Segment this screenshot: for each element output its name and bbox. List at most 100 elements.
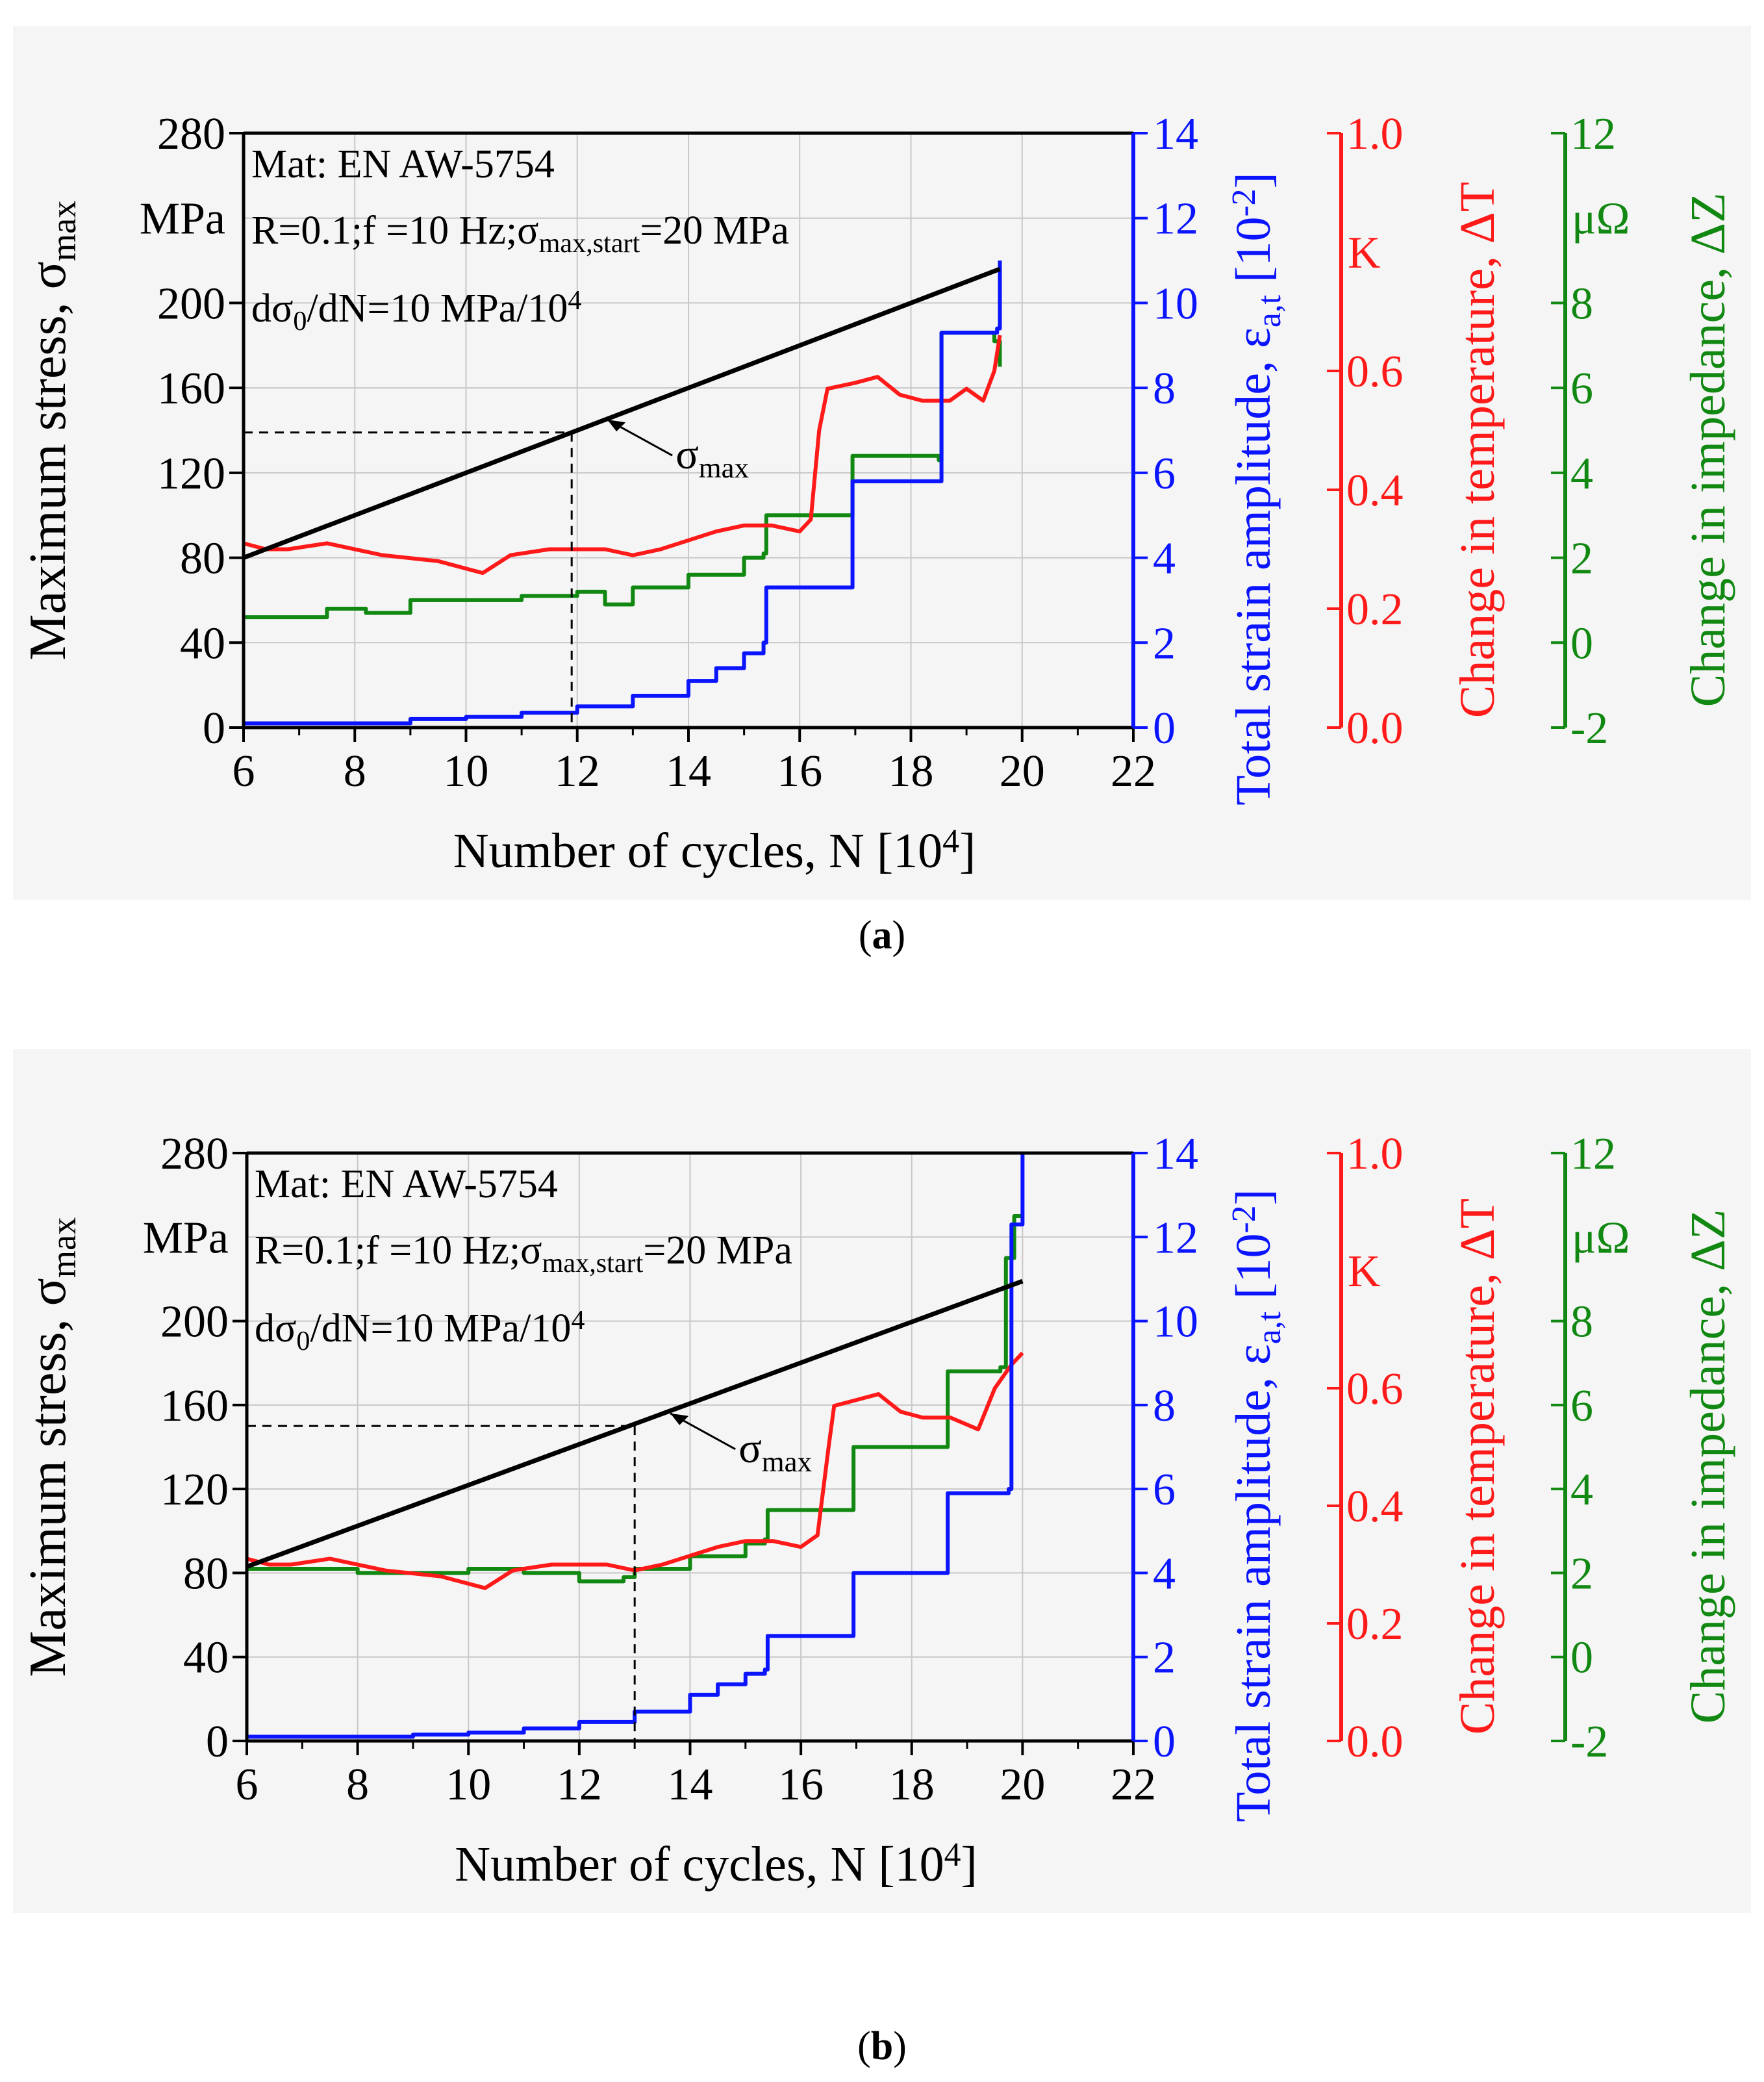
y-temp-tick-label: 0.2 — [1346, 1599, 1404, 1649]
y-strain-tick-label: 14 — [1153, 109, 1198, 159]
caption-a: (a) — [858, 913, 906, 958]
y-strain-tick-label: 8 — [1153, 1381, 1176, 1431]
x-tick-label: 22 — [1111, 746, 1156, 796]
x-axis-label: Number of cycles, N [104] — [455, 1836, 977, 1892]
chart-background — [13, 1049, 1751, 1913]
x-tick-label: 10 — [446, 1760, 491, 1810]
y-left-tick-label: 280 — [160, 1129, 229, 1179]
y-left-tick-label: 160 — [160, 1381, 229, 1431]
rate-label: dσ0/dN=10 MPa/104 — [251, 285, 581, 336]
y-left-axis-label: Maximum stress, σmax — [19, 1217, 83, 1677]
y-left-unit: MPa — [140, 194, 225, 244]
y-strain-tick-label: 0 — [1153, 1717, 1176, 1767]
y-imp-axis-label: Change in impedance, ΔZ — [1681, 193, 1735, 707]
series-line-temperature — [243, 335, 1002, 576]
y-imp-tick-label: 0 — [1570, 1633, 1593, 1683]
y-temp-tick-label: 0.6 — [1346, 347, 1404, 397]
sigma-arrowhead — [670, 1413, 689, 1425]
x-tick-label: 20 — [1000, 1760, 1045, 1810]
y-left-tick-label: 0 — [203, 704, 225, 754]
y-left-tick-label: 80 — [180, 534, 225, 584]
y-strain-tick-label: 8 — [1153, 364, 1176, 414]
x-axis-label: Number of cycles, N [104] — [453, 823, 976, 878]
conditions-label: R=0.1;f =10 Hz;σmax,start=20 MPa — [255, 1228, 792, 1278]
y-left-tick-label: 120 — [157, 449, 225, 499]
y-imp-tick-label: 4 — [1570, 449, 1593, 499]
x-tick-label: 16 — [778, 1760, 824, 1810]
y-imp-tick-label: 12 — [1570, 1129, 1616, 1179]
y-temp-tick-label: 0.0 — [1346, 704, 1404, 754]
y-imp-tick-label: 6 — [1570, 1381, 1593, 1431]
y-strain-tick-label: 6 — [1153, 449, 1176, 499]
y-temp-tick-label: 0.4 — [1346, 1482, 1404, 1532]
y-imp-unit: μΩ — [1572, 1213, 1630, 1263]
y-strain-tick-label: 12 — [1153, 1213, 1198, 1263]
chart-panel-a: σmax Mat: EN AW-5754 R=0.1;f =10 Hz;σmax,s… — [13, 26, 1751, 900]
sigma-max-label: σmax — [738, 1425, 812, 1478]
x-tick-label: 12 — [555, 746, 600, 796]
x-tick-label: 14 — [666, 746, 711, 796]
y-imp-tick-label: 8 — [1570, 1297, 1593, 1347]
x-tick-label: 10 — [444, 746, 489, 796]
y-strain-axis-label: Total strain amplitude, εa,t [10-2] — [1226, 172, 1288, 806]
y-temp-axis-label: Change in temperature, ΔT — [1450, 182, 1505, 718]
y-left-tick-label: 200 — [160, 1297, 229, 1347]
y-left-unit: MPa — [143, 1213, 229, 1263]
x-tick-label: 22 — [1111, 1760, 1156, 1810]
y-strain-tick-label: 12 — [1153, 194, 1198, 244]
y-left-tick-label: 200 — [157, 279, 225, 329]
y-strain-axis-label: Total strain amplitude, εa,t [10-2] — [1226, 1189, 1288, 1822]
y-temp-tick-label: 0.0 — [1346, 1717, 1404, 1767]
y-imp-tick-label: 8 — [1570, 279, 1593, 329]
y-imp-tick-label: 2 — [1570, 1549, 1593, 1599]
series-line-stress — [242, 266, 1001, 560]
y-temp-tick-label: 0.6 — [1346, 1364, 1404, 1414]
y-temp-tick-label: 0.2 — [1346, 585, 1404, 635]
y-temp-tick-label: 1.0 — [1346, 109, 1404, 159]
x-tick-label: 14 — [668, 1760, 713, 1810]
y-left-tick-label: 0 — [206, 1717, 229, 1767]
y-left-tick-label: 40 — [180, 618, 225, 668]
y-left-tick-label: 120 — [160, 1465, 229, 1515]
y-imp-axis-label: Change in impedance, ΔZ — [1681, 1210, 1735, 1724]
sigma-max-label: σmax — [675, 431, 749, 484]
y-left-tick-label: 80 — [183, 1549, 229, 1599]
y-strain-tick-label: 2 — [1153, 618, 1176, 668]
x-tick-label: 18 — [888, 746, 934, 796]
y-imp-tick-label: 0 — [1570, 618, 1593, 668]
chart-panel-b: σmax Mat: EN AW-5754 R=0.1;f =10 Hz;σmax,s… — [13, 1049, 1751, 1913]
x-tick-label: 18 — [889, 1760, 935, 1810]
y-strain-tick-label: 4 — [1153, 1549, 1176, 1599]
y-left-axis-label: Maximum stress, σmax — [19, 201, 83, 661]
material-label: Mat: EN AW-5754 — [255, 1162, 558, 1206]
rate-label: dσ0/dN=10 MPa/104 — [255, 1305, 585, 1356]
y-strain-tick-label: 14 — [1153, 1129, 1198, 1179]
series-line-stress — [246, 1278, 1024, 1569]
y-strain-tick-label: 10 — [1153, 279, 1198, 329]
y-imp-unit: μΩ — [1572, 194, 1630, 244]
y-imp-tick-label: 6 — [1570, 364, 1593, 414]
y-temp-tick-label: 1.0 — [1346, 1129, 1404, 1179]
y-temp-axis-label: Change in temperature, ΔT — [1450, 1199, 1505, 1734]
x-tick-label: 8 — [344, 746, 366, 796]
x-tick-label: 12 — [557, 1760, 602, 1810]
y-temp-unit: K — [1348, 1247, 1381, 1297]
x-tick-label: 8 — [346, 1760, 369, 1810]
x-tick-label: 6 — [236, 1760, 258, 1810]
y-imp-tick-label: -2 — [1570, 704, 1608, 754]
y-strain-tick-label: 0 — [1153, 704, 1176, 754]
series-line-strain — [244, 260, 1002, 726]
y-strain-tick-label: 6 — [1153, 1465, 1176, 1515]
x-tick-label: 16 — [777, 746, 822, 796]
sigma-arrowhead — [607, 420, 626, 432]
y-strain-tick-label: 10 — [1153, 1297, 1198, 1347]
y-left-tick-label: 40 — [183, 1633, 229, 1683]
y-imp-tick-label: -2 — [1570, 1717, 1608, 1767]
chart-background — [13, 26, 1751, 900]
y-imp-tick-label: 12 — [1570, 109, 1616, 159]
y-left-tick-label: 160 — [157, 364, 225, 414]
y-strain-tick-label: 2 — [1153, 1633, 1176, 1683]
y-imp-tick-label: 2 — [1570, 534, 1593, 584]
y-temp-unit: K — [1348, 228, 1381, 278]
